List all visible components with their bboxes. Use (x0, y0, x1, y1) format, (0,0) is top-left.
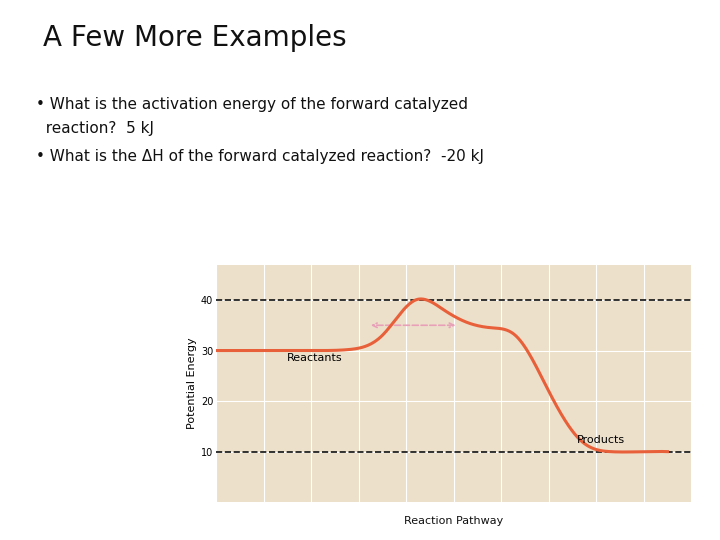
Text: reaction?  5 kJ: reaction? 5 kJ (36, 122, 154, 137)
Text: • What is the activation energy of the forward catalyzed: • What is the activation energy of the f… (36, 97, 468, 112)
Text: • What is the ΔH of the forward catalyzed reaction?  -20 kJ: • What is the ΔH of the forward catalyze… (36, 148, 484, 164)
Text: A Few More Examples: A Few More Examples (43, 24, 347, 52)
Text: Products: Products (577, 435, 625, 444)
Text: Reaction Pathway: Reaction Pathway (404, 516, 503, 526)
Text: Reactants: Reactants (287, 353, 343, 363)
Y-axis label: Potential Energy: Potential Energy (186, 338, 197, 429)
